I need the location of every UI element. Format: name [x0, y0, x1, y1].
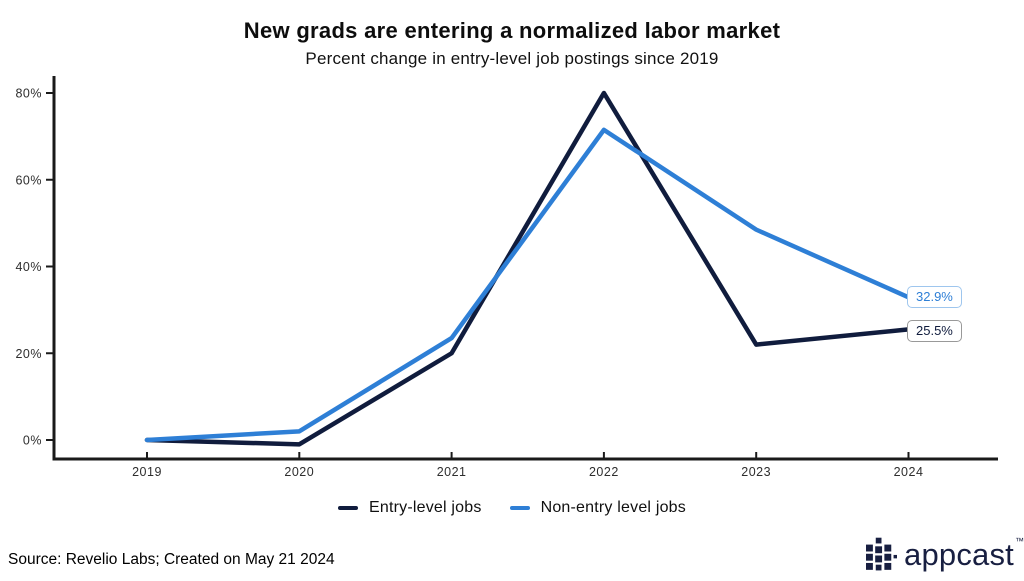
legend-label-non-entry-level: Non-entry level jobs [540, 499, 686, 516]
chart-subtitle: Percent change in entry-level job postin… [305, 49, 719, 68]
legend-item-entry-level: Entry-level jobs [338, 499, 482, 517]
legend-item-non-entry-level: Non-entry level jobs [509, 499, 686, 517]
y-axis-tick-label: 0% [23, 434, 42, 448]
x-axis-tick-label: 2019 [132, 465, 162, 479]
y-axis-tick-label: 20% [15, 347, 42, 361]
non-entry-level-line-swatch [509, 506, 530, 510]
entry-level-line-swatch [338, 506, 358, 510]
appcast-logo-icon [866, 537, 897, 570]
non-entry-end-value-badge: 32.9% [907, 286, 962, 308]
chart-title: New grads are entering a normalized labo… [243, 18, 781, 43]
x-axis-tick-label: 2023 [741, 465, 771, 479]
x-axis-tick-label: 2024 [894, 465, 924, 479]
entry-level-jobs-line [144, 90, 911, 447]
x-axis-tick-label: 2021 [437, 465, 467, 479]
y-axis-tick-label: 80% [15, 87, 42, 101]
trademark-mark: ™ [1014, 536, 1024, 546]
axis-lines [52, 76, 998, 461]
non-entry-level-jobs-line [144, 127, 911, 443]
y-axis-tick-label: 40% [15, 260, 42, 274]
source-note: Source: Revelio Labs; Created on May 21 … [8, 551, 335, 568]
y-axis-tick-label: 60% [15, 173, 42, 187]
entry-end-value-badge: 25.5% [907, 320, 962, 342]
appcast-logo-text: appcast™ [904, 536, 1024, 572]
x-axis-tick-label: 2020 [284, 465, 314, 479]
chart-legend: Entry-level jobs Non-entry level jobs [0, 497, 1024, 519]
x-axis-tick-label: 2022 [589, 465, 619, 479]
appcast-logo: appcast™ [866, 536, 1024, 574]
legend-label-entry-level: Entry-level jobs [369, 499, 482, 516]
